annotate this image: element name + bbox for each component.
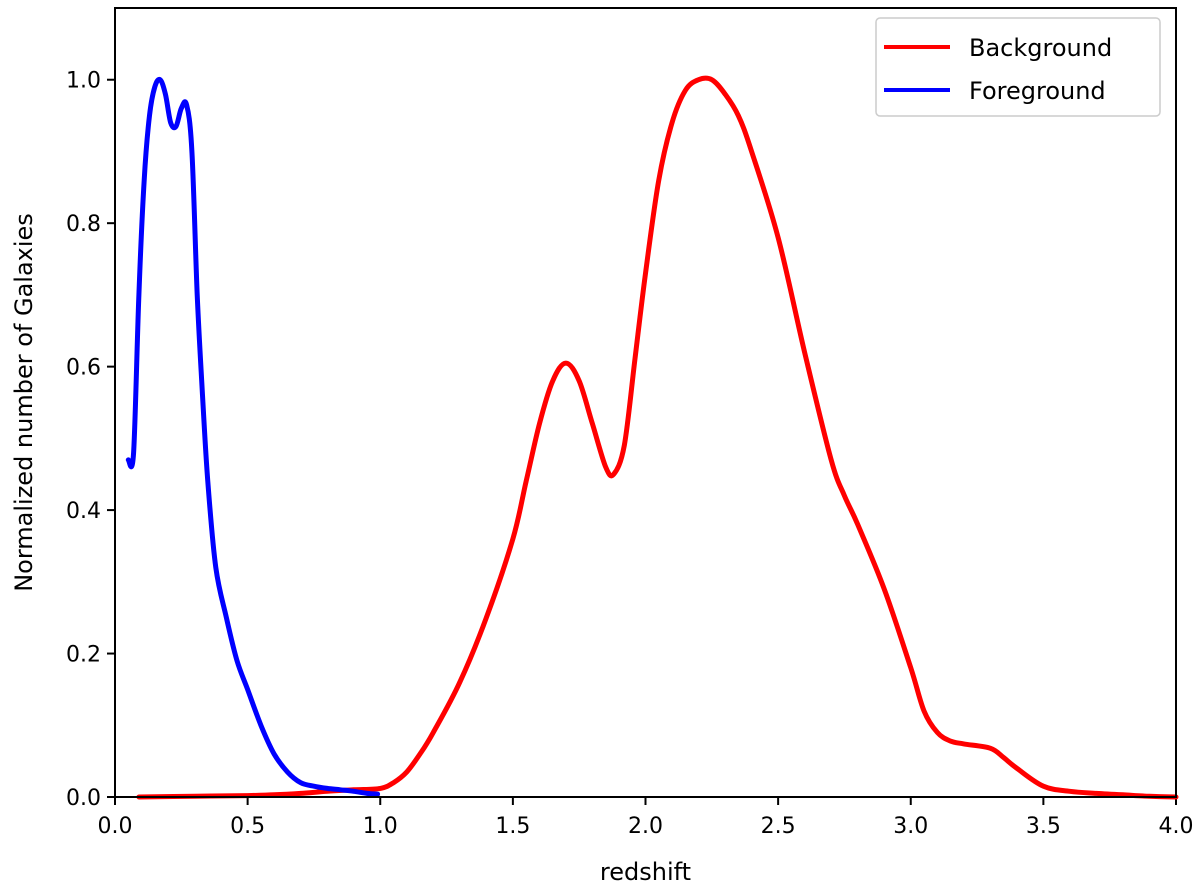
legend-label-background: Background	[969, 34, 1112, 62]
legend: Background Foreground	[875, 17, 1161, 117]
x-tick-label: 1.5	[495, 814, 530, 839]
y-tick-label: 0.4	[66, 499, 101, 524]
x-tick-label: 1.0	[363, 814, 398, 839]
plot-frame	[114, 7, 1177, 798]
y-tick-label: 0.2	[66, 643, 101, 668]
x-tick-label: 0.5	[230, 814, 265, 839]
y-tick-label: 0.8	[66, 212, 101, 237]
x-tick-label: 0.0	[98, 814, 133, 839]
x-axis-label: redshift	[600, 858, 691, 886]
x-tick-label: 2.0	[628, 814, 663, 839]
series-line-background	[136, 75, 1179, 800]
x-tick-label: 2.5	[761, 814, 796, 839]
x-tick-label: 3.0	[893, 814, 928, 839]
y-tick-label: 1.0	[66, 69, 101, 94]
y-tick-label: 0.0	[66, 786, 101, 811]
x-tick-label: 3.5	[1026, 814, 1061, 839]
x-tick-label: 4.0	[1159, 814, 1194, 839]
y-axis-label: Normalized number of Galaxies	[10, 213, 38, 592]
y-tick-label: 0.6	[66, 356, 101, 381]
series-line-foreground	[125, 76, 381, 797]
legend-label-foreground: Foreground	[969, 77, 1106, 105]
